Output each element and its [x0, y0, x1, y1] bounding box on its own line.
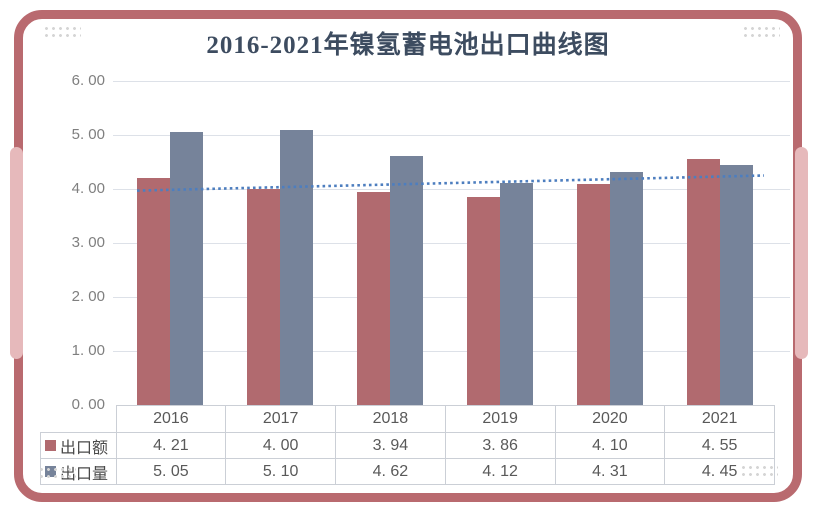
chart-title: 2016-2021年镍氢蓄电池出口曲线图 — [206, 32, 610, 59]
gridline-3 — [113, 243, 790, 244]
table-value-series-1-2016: 5. 05 — [115, 458, 227, 485]
table-year-header-2020: 2020 — [554, 405, 666, 433]
bar-series-1-2017 — [280, 129, 313, 405]
table-year-header-2018: 2018 — [335, 405, 446, 433]
table-value-series-0-2020: 4. 10 — [554, 432, 666, 459]
table-year-header-2021: 2021 — [664, 405, 775, 433]
y-axis-tick-label-6: 6. 00 — [71, 72, 105, 89]
table-value-series-0-2019: 3. 86 — [444, 432, 556, 459]
legend-swatch-series-0 — [45, 440, 56, 451]
corner-dots-top-left — [42, 24, 81, 41]
y-axis-tick-label-5: 5. 00 — [71, 126, 105, 143]
data-table: 2016 2017 2018 2019 2020 2021 出口额 4. 21 4. 00 3. … — [40, 405, 775, 485]
bar-series-0-2018 — [357, 192, 390, 405]
legend-series-name-0: 出口额 — [60, 439, 109, 457]
bar-series-1-2018 — [390, 155, 423, 405]
corner-dots-bottom-left — [37, 465, 76, 482]
gridline-6 — [113, 81, 790, 82]
gridline-5 — [113, 135, 790, 136]
table-value-series-1-2018: 4. 62 — [335, 458, 446, 485]
bar-series-0-2016 — [137, 177, 170, 405]
table-value-series-0-2016: 4. 21 — [115, 432, 227, 459]
corner-dots-top-right — [741, 24, 780, 41]
table-series-row-0: 出口额 4. 21 4. 00 3. 94 3. 86 4. 10 4. 55 — [40, 432, 775, 459]
bar-series-1-2019 — [500, 182, 533, 405]
table-value-series-1-2019: 4. 12 — [444, 458, 556, 485]
table-value-series-0-2021: 4. 55 — [664, 432, 775, 459]
y-axis-tick-label-2: 2. 00 — [71, 288, 105, 305]
y-axis-tick-label-0: 0. 00 — [71, 396, 105, 413]
side-accent-right — [795, 147, 808, 359]
bar-series-0-2020 — [577, 183, 610, 405]
table-value-series-0-2017: 4. 00 — [225, 432, 336, 459]
corner-dots-bottom-right — [739, 463, 778, 480]
legend-inner: 出口额 — [41, 434, 116, 458]
table-corner-blank — [41, 406, 117, 433]
y-axis-tick-label-3: 3. 00 — [71, 234, 105, 251]
gridline-2 — [113, 297, 790, 298]
gridline-4 — [113, 189, 790, 190]
table-year-header-2019: 2019 — [444, 405, 556, 433]
bar-series-0-2019 — [467, 196, 500, 405]
table-value-series-1-2020: 4. 31 — [554, 458, 666, 485]
bar-series-0-2021 — [687, 159, 720, 405]
y-axis-tick-label-1: 1. 00 — [71, 342, 105, 359]
side-accent-left — [10, 147, 23, 359]
legend-cell-series-0: 出口额 — [40, 432, 117, 459]
table-value-series-0-2018: 3. 94 — [335, 432, 446, 459]
bar-series-1-2016 — [170, 132, 203, 405]
bar-series-1-2020 — [610, 172, 643, 405]
table-year-header-2017: 2017 — [225, 405, 336, 433]
table-year-header-2016: 2016 — [115, 405, 227, 433]
table-series-row-1: 出口量 5. 05 5. 10 4. 62 4. 12 4. 31 4. 45 — [40, 458, 775, 485]
trendline — [136, 174, 765, 192]
gridline-1 — [113, 351, 790, 352]
table-value-series-1-2017: 5. 10 — [225, 458, 336, 485]
bar-series-0-2017 — [247, 189, 280, 405]
bar-series-1-2021 — [720, 164, 753, 405]
table-header-row: 2016 2017 2018 2019 2020 2021 — [41, 405, 775, 433]
y-axis-tick-label-4: 4. 00 — [71, 180, 105, 197]
